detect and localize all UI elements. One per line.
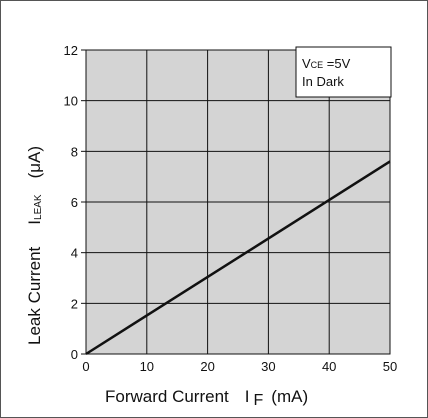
x-axis-title: Forward Current I F (mA): [105, 387, 308, 409]
y-tick-label: 0: [71, 347, 78, 362]
y-tick-label: 12: [64, 43, 78, 58]
y-tick-label: 6: [71, 195, 78, 210]
x-tick-label: 40: [322, 359, 336, 374]
y-tick-label: 2: [71, 296, 78, 311]
conditions-legend: VCE =5V In Dark: [295, 46, 392, 98]
y-tick-labels: 0 2 4 6 8 10 12: [64, 43, 86, 362]
x-tick-label: 10: [140, 359, 154, 374]
x-tick-labels: 0 10 20 30 40 50: [82, 359, 397, 374]
x-tick-label: 50: [383, 359, 397, 374]
legend-condition-vce: VCE =5V: [302, 56, 351, 71]
x-tick-label: 0: [82, 359, 89, 374]
series-layer: [85, 160, 391, 356]
y-tick-label: 4: [71, 246, 78, 261]
y-tick-label: 8: [71, 144, 78, 159]
x-tick-label: 30: [261, 359, 275, 374]
y-tick-label: 10: [64, 94, 78, 109]
x-tick-label: 20: [200, 359, 214, 374]
legend-box: [295, 46, 392, 98]
y-axis-title: Leak CurrentILEAK(μA): [25, 146, 44, 345]
series-line: [85, 160, 391, 356]
legend-condition-dark: In Dark: [302, 74, 344, 89]
plot-border: [85, 49, 391, 355]
